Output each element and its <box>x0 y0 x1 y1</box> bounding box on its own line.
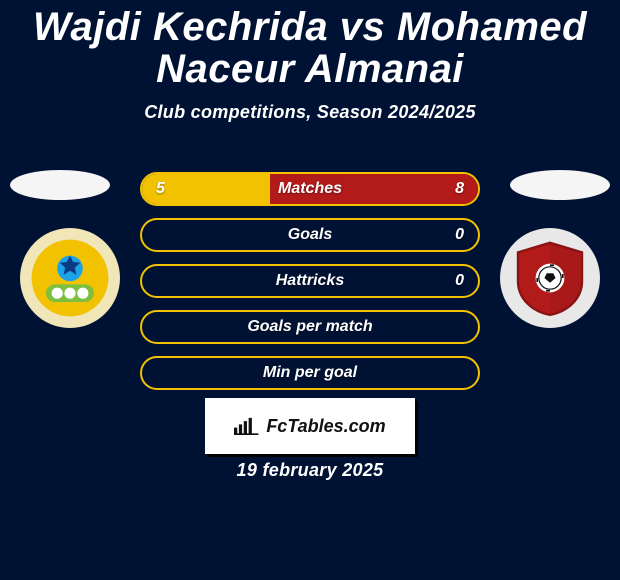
bar-label: Matches <box>142 174 478 204</box>
bar-value-right: 0 <box>455 266 464 296</box>
player-photo-right <box>510 170 610 200</box>
brand: FcTables.com <box>234 416 385 437</box>
bar-goals-per-match: Goals per match <box>140 310 480 344</box>
subtitle: Club competitions, Season 2024/2025 <box>0 102 620 123</box>
bar-label: Goals <box>142 220 478 250</box>
bar-label: Min per goal <box>142 358 478 388</box>
bar-hattricks: Hattricks 0 <box>140 264 480 298</box>
bar-matches: 5 Matches 8 <box>140 172 480 206</box>
bar-goals: Goals 0 <box>140 218 480 252</box>
crest-left-icon <box>30 238 110 318</box>
player-photo-left <box>10 170 110 200</box>
bar-chart-icon <box>234 416 260 436</box>
bar-value-right: 8 <box>455 174 464 204</box>
bar-min-per-goal: Min per goal <box>140 356 480 390</box>
bar-value-right: 0 <box>455 220 464 250</box>
comparison-bars: 5 Matches 8 Goals 0 Hattricks 0 Goals pe… <box>140 172 480 390</box>
club-crest-left <box>20 228 120 328</box>
bar-label: Hattricks <box>142 266 478 296</box>
page-title: Wajdi Kechrida vs Mohamed Naceur Almanai <box>0 0 620 90</box>
crest-right-icon <box>510 238 590 318</box>
date-text: 19 february 2025 <box>0 460 620 481</box>
brand-text: FcTables.com <box>266 416 385 437</box>
club-crest-right <box>500 228 600 328</box>
bar-label: Goals per match <box>142 312 478 342</box>
brand-box: FcTables.com <box>205 398 415 454</box>
